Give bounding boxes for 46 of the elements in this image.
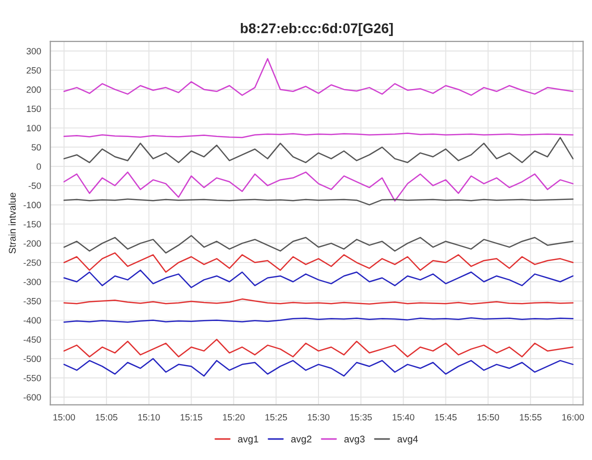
x-tick-label: 15:15 (180, 414, 202, 420)
y-tick-label: 250 (26, 67, 41, 74)
legend-label: avg3 (344, 436, 365, 444)
y-tick-label: -400 (24, 317, 41, 324)
line-series (63, 234, 574, 254)
x-tick-label: 15:40 (392, 414, 414, 420)
x-tick-label: 15:05 (96, 414, 118, 420)
y-tick-label: -150 (24, 221, 41, 228)
y-tick-label: -200 (24, 240, 41, 247)
legend-label: avg4 (398, 436, 418, 444)
x-tick-label: 15:45 (435, 414, 457, 420)
x-tick-label: 15:35 (350, 414, 372, 420)
y-tick-label: -250 (24, 259, 41, 266)
x-tick-label: 15:20 (223, 414, 245, 420)
y-tick-label: 300 (26, 48, 41, 54)
line-series (63, 252, 574, 273)
line-series (63, 136, 574, 164)
y-tick-label: -550 (24, 374, 41, 382)
x-tick-label: 15:00 (53, 414, 76, 420)
x-tick-label: 15:30 (308, 414, 330, 420)
y-tick-label: 100 (26, 124, 41, 132)
y-tick-label: -600 (24, 394, 41, 400)
y-tick-label: -450 (24, 336, 41, 343)
y-tick-label: -500 (24, 356, 41, 362)
chart-title: b8:27:eb:cc:6d:07[G26] (240, 23, 393, 36)
y-tick-label: 150 (26, 106, 41, 112)
x-tick-label: 15:10 (138, 414, 160, 420)
x-tick-label: 15:55 (520, 414, 542, 420)
y-tick-label: 200 (26, 86, 41, 93)
x-tick-label: 15:50 (478, 414, 500, 420)
y-axis-title: Strain intvalue (8, 192, 16, 254)
y-tick-label: -100 (24, 202, 41, 208)
y-tick-label: 50 (32, 144, 41, 151)
x-tick-label: 15:25 (266, 414, 288, 420)
line-series (63, 172, 574, 202)
y-tick-label: -350 (24, 298, 41, 304)
y-tick-label: -300 (24, 278, 41, 286)
legend-label: avg1 (238, 436, 258, 444)
legend-label: avg2 (291, 436, 312, 444)
line-series (63, 358, 574, 377)
y-tick-label: 0 (36, 163, 41, 170)
y-tick-label: -50 (28, 182, 41, 189)
line-series (63, 338, 574, 358)
line-series (63, 270, 574, 288)
line-series (63, 58, 574, 96)
x-tick-label: 16:00 (562, 414, 584, 420)
